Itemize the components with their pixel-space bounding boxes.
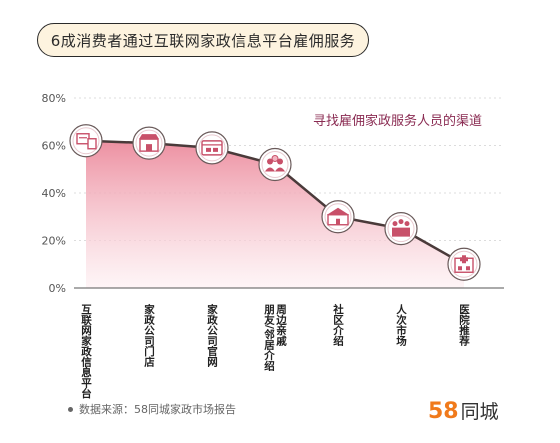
source-note: 数据来源：58同城家政市场报告 bbox=[68, 401, 236, 417]
chart-subtitle: 寻找雇佣家政服务人员的渠道 bbox=[313, 114, 483, 129]
source-text: 数据来源：58同城家政市场报告 bbox=[79, 403, 236, 416]
community-icon bbox=[327, 207, 349, 226]
y-tick-label: 20% bbox=[42, 235, 66, 248]
data-point-marker bbox=[447, 247, 481, 281]
x-tick-label: 周边亲戚朋友/邻居介绍 bbox=[263, 304, 287, 372]
data-point-ring bbox=[72, 127, 100, 155]
friends-icon bbox=[265, 155, 285, 172]
title-banner: 6成消费者通过互联网家政信息平台雇佣服务 bbox=[37, 23, 369, 57]
chart-title: 6成消费者通过互联网家政信息平台雇佣服务 bbox=[50, 31, 356, 50]
data-point-ring bbox=[198, 134, 226, 162]
data-point bbox=[258, 147, 292, 182]
data-point bbox=[321, 200, 355, 234]
data-point bbox=[447, 247, 481, 281]
labor-market-icon bbox=[392, 219, 410, 237]
data-point-marker bbox=[321, 200, 355, 234]
data-point-ring bbox=[387, 215, 415, 243]
y-tick-label: 40% bbox=[42, 187, 66, 200]
y-tick-label: 60% bbox=[42, 140, 66, 153]
data-point bbox=[132, 126, 166, 160]
brand-logo: 58 同城 bbox=[428, 397, 499, 424]
bullet-dot bbox=[68, 406, 73, 412]
x-tick-label: 互联网家政信息平台 bbox=[80, 304, 92, 399]
hospital-icon bbox=[454, 255, 474, 273]
data-point-ring bbox=[450, 250, 478, 278]
website-icon bbox=[76, 133, 97, 150]
browser-icon bbox=[201, 140, 223, 156]
logo-text: 同城 bbox=[460, 401, 499, 423]
data-point-ring bbox=[324, 203, 352, 231]
data-point bbox=[384, 212, 418, 246]
x-tick-label: 家政公司门店 bbox=[143, 303, 155, 368]
x-tick-label: 家政公司官网 bbox=[206, 303, 218, 368]
data-point-marker bbox=[258, 147, 292, 182]
data-point bbox=[195, 131, 229, 165]
x-tick-label: 人次市场 bbox=[395, 303, 407, 347]
data-point-ring bbox=[135, 129, 163, 157]
x-tick-label: 社区介绍 bbox=[332, 303, 344, 347]
x-tick-label: 医院推荐 bbox=[458, 304, 470, 347]
data-point-ring bbox=[261, 151, 289, 178]
data-point-marker bbox=[195, 131, 229, 165]
storefront-icon bbox=[139, 134, 159, 152]
area-fill bbox=[86, 140, 464, 288]
y-tick-label: 0% bbox=[49, 282, 66, 295]
data-point bbox=[69, 124, 103, 158]
data-point-marker bbox=[69, 124, 103, 158]
logo-number: 58 bbox=[428, 399, 459, 424]
y-tick-label: 80% bbox=[42, 92, 66, 105]
data-point-marker bbox=[132, 126, 166, 160]
